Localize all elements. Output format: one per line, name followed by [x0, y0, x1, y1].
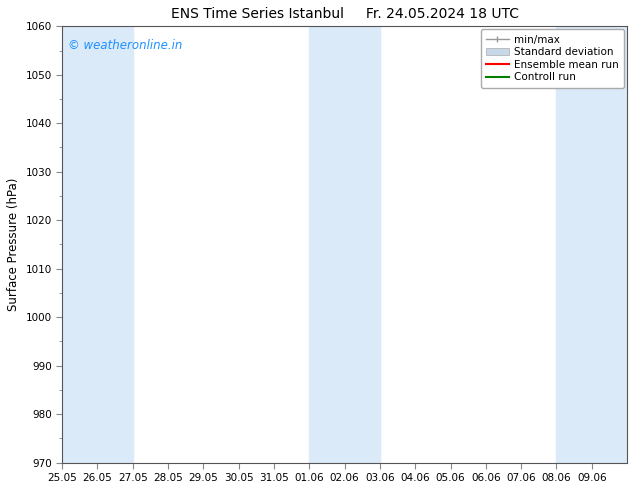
Bar — [557, 26, 627, 463]
Y-axis label: Surface Pressure (hPa): Surface Pressure (hPa) — [7, 178, 20, 311]
Text: © weatheronline.in: © weatheronline.in — [68, 39, 182, 52]
Bar — [309, 26, 380, 463]
Legend: min/max, Standard deviation, Ensemble mean run, Controll run: min/max, Standard deviation, Ensemble me… — [481, 29, 624, 88]
Title: ENS Time Series Istanbul     Fr. 24.05.2024 18 UTC: ENS Time Series Istanbul Fr. 24.05.2024 … — [171, 7, 519, 21]
Bar — [62, 26, 133, 463]
